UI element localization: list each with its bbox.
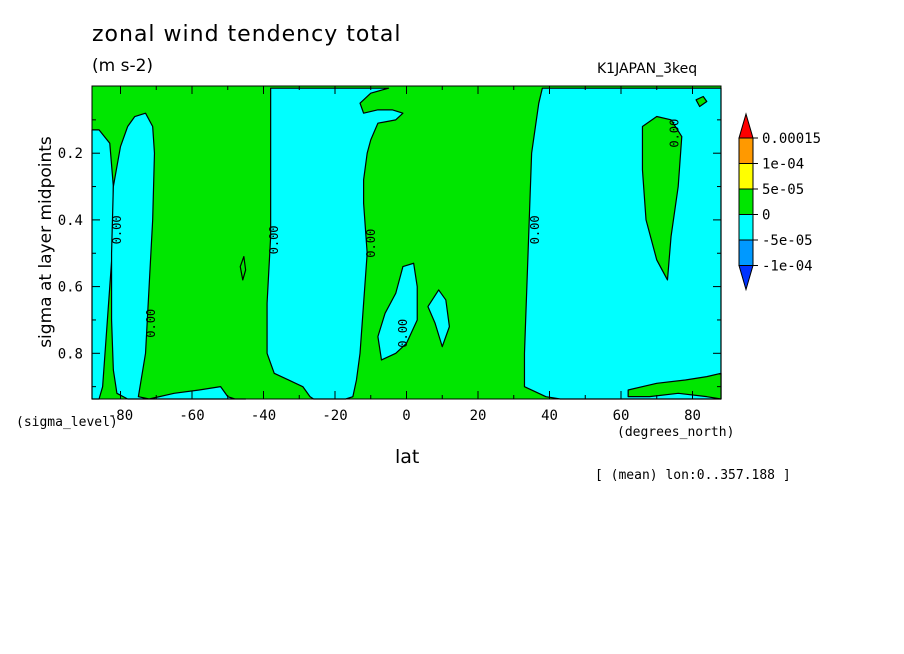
x-tick-label: -80 — [108, 408, 133, 424]
contour-region-spot-80N-top — [695, 95, 708, 108]
x-axis-label: lat — [395, 446, 420, 468]
colorbar-label: 0.00015 — [762, 131, 821, 147]
contour-labels: 0.00 0.00 0.00 0.00 0.00 0.00 0.00 — [110, 119, 682, 348]
colorbar-label: -1e-04 — [762, 259, 813, 275]
y-tick-label: 0.8 — [58, 346, 83, 362]
y-tick-label: 0.2 — [58, 146, 83, 162]
x-tick-label: -40 — [251, 408, 276, 424]
contour-label-group: 0.00 — [364, 229, 378, 258]
x-tick-label: 60 — [613, 408, 630, 424]
contour-fills — [91, 86, 722, 400]
contour-region-blob-70N — [641, 115, 683, 281]
contour-region-blob-equator — [377, 262, 418, 361]
x-tick-label: 80 — [684, 408, 701, 424]
contour-label: 0.00 — [144, 309, 158, 338]
contour-label-group: 0.00 — [668, 119, 682, 148]
y-axis-unit: (sigma_level) — [16, 415, 118, 430]
contour-label: 0.00 — [364, 229, 378, 258]
colorbar-box — [738, 188, 754, 215]
contour-label-group: 0.00 — [144, 309, 158, 338]
colorbar-box — [738, 214, 754, 241]
y-tick-label: 0.4 — [58, 213, 83, 229]
y-tick-label: 0.6 — [58, 280, 83, 296]
chart-units: (m s-2) — [92, 56, 154, 76]
x-tick-label: 0 — [402, 408, 410, 424]
contour-label-group: 0.00 — [110, 215, 124, 244]
colorbar-label: -5e-05 — [762, 233, 813, 249]
colorbar-box — [738, 137, 754, 164]
contour-region-spot-45S — [239, 255, 247, 281]
colorbar-box — [738, 239, 754, 266]
contour-label: 0.00 — [668, 119, 682, 148]
colorbar: 0.00015 1e-04 5e-05 0 -5e-05 -1e-04 — [738, 112, 821, 292]
averaging-note: [ (mean) lon:0..357.188 ] — [595, 468, 791, 483]
contour-label-group: 0.00 — [396, 319, 410, 348]
contour-region-band-70S — [110, 112, 247, 400]
contour-region-band-20S — [266, 87, 404, 400]
x-tick-label: -60 — [179, 408, 204, 424]
colorbar-box — [738, 163, 754, 190]
run-name: K1JAPAN_3keq — [597, 61, 698, 77]
contour-label: 0.00 — [528, 215, 542, 244]
x-tick-label: -20 — [322, 408, 347, 424]
colorbar-label: 0 — [762, 208, 770, 224]
x-axis-unit: (degrees_north) — [617, 425, 735, 440]
contour-label: 0.00 — [267, 225, 281, 254]
chart-title: zonal wind tendency total — [92, 22, 402, 47]
contour-region-blob-10N — [427, 289, 450, 348]
colorbar-top-arrow — [738, 112, 754, 139]
x-tick-label: 20 — [470, 408, 487, 424]
colorbar-label: 5e-05 — [762, 182, 804, 198]
axis-ticks: -80 -60 -40 -20 0 20 40 60 80 0.2 0.4 0.6 0.8 — [58, 86, 721, 424]
contour-region-band-40N — [523, 87, 722, 400]
contour-label-group: 0.00 — [528, 215, 542, 244]
colorbar-label: 1e-04 — [762, 157, 804, 173]
contour-label: 0.00 — [110, 215, 124, 244]
x-tick-label: 40 — [541, 408, 558, 424]
colorbar-bottom-arrow — [738, 265, 754, 292]
contour-label: 0.00 — [396, 319, 410, 348]
contour-label-group: 0.00 — [267, 225, 281, 254]
